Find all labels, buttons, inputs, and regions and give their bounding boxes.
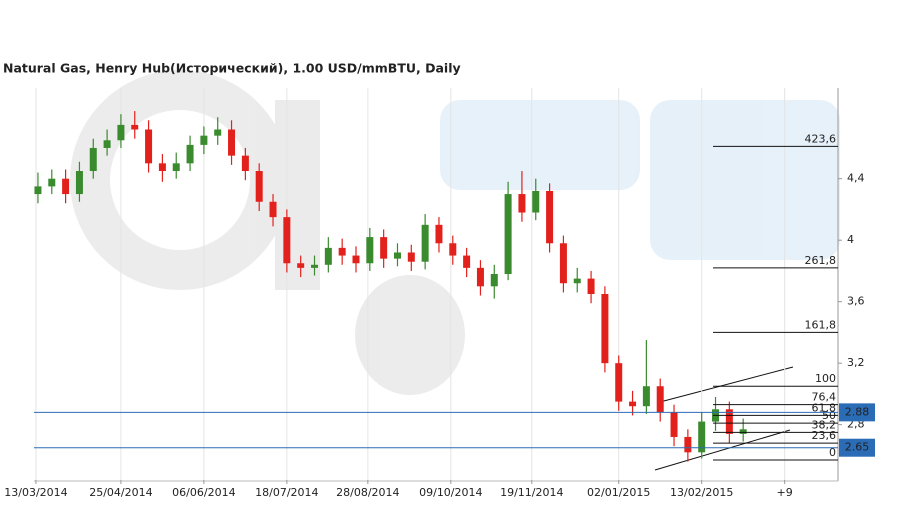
candle-body — [559, 243, 567, 284]
x-tick-label: 06/06/2014 — [172, 486, 235, 499]
candle-body — [283, 217, 291, 264]
y-tick-label: 4,4 — [847, 172, 865, 185]
candle-body — [476, 267, 484, 287]
candle-body — [186, 144, 194, 164]
x-tick-label: +9 — [777, 486, 793, 499]
x-tick-label: 18/07/2014 — [255, 486, 318, 499]
candle-body — [407, 252, 415, 262]
x-tick-label: 09/10/2014 — [419, 486, 482, 499]
x-tick-label: 25/04/2014 — [89, 486, 152, 499]
x-tick-label: 28/08/2014 — [336, 486, 399, 499]
candle-body — [490, 274, 498, 287]
candle-body — [684, 436, 692, 453]
candle-body — [601, 293, 609, 364]
price-label: 2.65 — [845, 441, 870, 454]
candle-body — [615, 363, 623, 402]
candle-body — [629, 401, 637, 407]
y-tick-label: 3,6 — [847, 295, 865, 308]
candle-body — [435, 224, 443, 244]
candle-body — [698, 421, 706, 453]
candle-body — [338, 247, 346, 256]
fib-label: 100 — [815, 372, 836, 385]
candle-body — [546, 190, 554, 244]
candle-body — [421, 224, 429, 262]
candle-body — [117, 124, 125, 141]
candle-body — [145, 129, 153, 164]
candle-body — [255, 171, 263, 202]
fib-label: 38,2 — [812, 418, 837, 431]
y-tick-label: 4 — [847, 233, 854, 246]
candle-body — [352, 255, 360, 264]
candle-body — [725, 409, 733, 434]
candle-body — [532, 190, 540, 213]
x-tick-label: 19/11/2014 — [500, 486, 563, 499]
price-box — [839, 403, 875, 422]
fib-label: 423,6 — [805, 132, 837, 145]
candle-body — [34, 186, 42, 195]
watermark — [70, 70, 840, 395]
candle-body — [89, 147, 97, 172]
candle-body — [380, 237, 388, 259]
fib-label: 161,8 — [805, 318, 837, 331]
candle-body — [739, 429, 747, 434]
candle-body — [200, 135, 208, 145]
candle-body — [366, 237, 374, 264]
candle-body — [463, 255, 471, 268]
candle-body — [131, 124, 139, 130]
candle-body — [48, 178, 56, 187]
candle-body — [228, 129, 236, 156]
candle-body — [172, 163, 180, 172]
candle-body — [158, 163, 166, 172]
price-box — [839, 438, 875, 457]
candle-body — [311, 264, 319, 268]
candle-body — [656, 386, 664, 413]
x-tick-label: 02/01/2015 — [587, 486, 650, 499]
candle-body — [297, 263, 305, 268]
fib-label: 261,8 — [805, 254, 837, 267]
x-tick-label: 13/03/2014 — [4, 486, 67, 499]
candle-body — [670, 412, 678, 437]
candle-body — [214, 129, 222, 136]
candle-body — [324, 247, 332, 265]
candle-body — [587, 278, 595, 294]
trend-lines — [654, 366, 794, 471]
candle-body — [518, 194, 526, 213]
candle-body — [504, 194, 512, 275]
chart-title: Natural Gas, Henry Hub(Исторический), 1.… — [3, 61, 461, 76]
y-tick-label: 3,2 — [847, 356, 865, 369]
candle-body — [449, 243, 457, 256]
fib-label: 76,4 — [812, 391, 837, 404]
candle-body — [269, 201, 277, 218]
candle-body — [393, 252, 401, 259]
candle-body — [642, 386, 650, 407]
candle-body — [62, 178, 70, 195]
price-label: 2.88 — [845, 405, 870, 418]
fib-label: 0 — [829, 446, 836, 459]
candle-body — [573, 278, 581, 284]
candle-body — [103, 140, 111, 148]
candle-body — [241, 155, 249, 172]
candle-body — [75, 171, 83, 195]
x-tick-label: 13/02/2015 — [670, 486, 733, 499]
